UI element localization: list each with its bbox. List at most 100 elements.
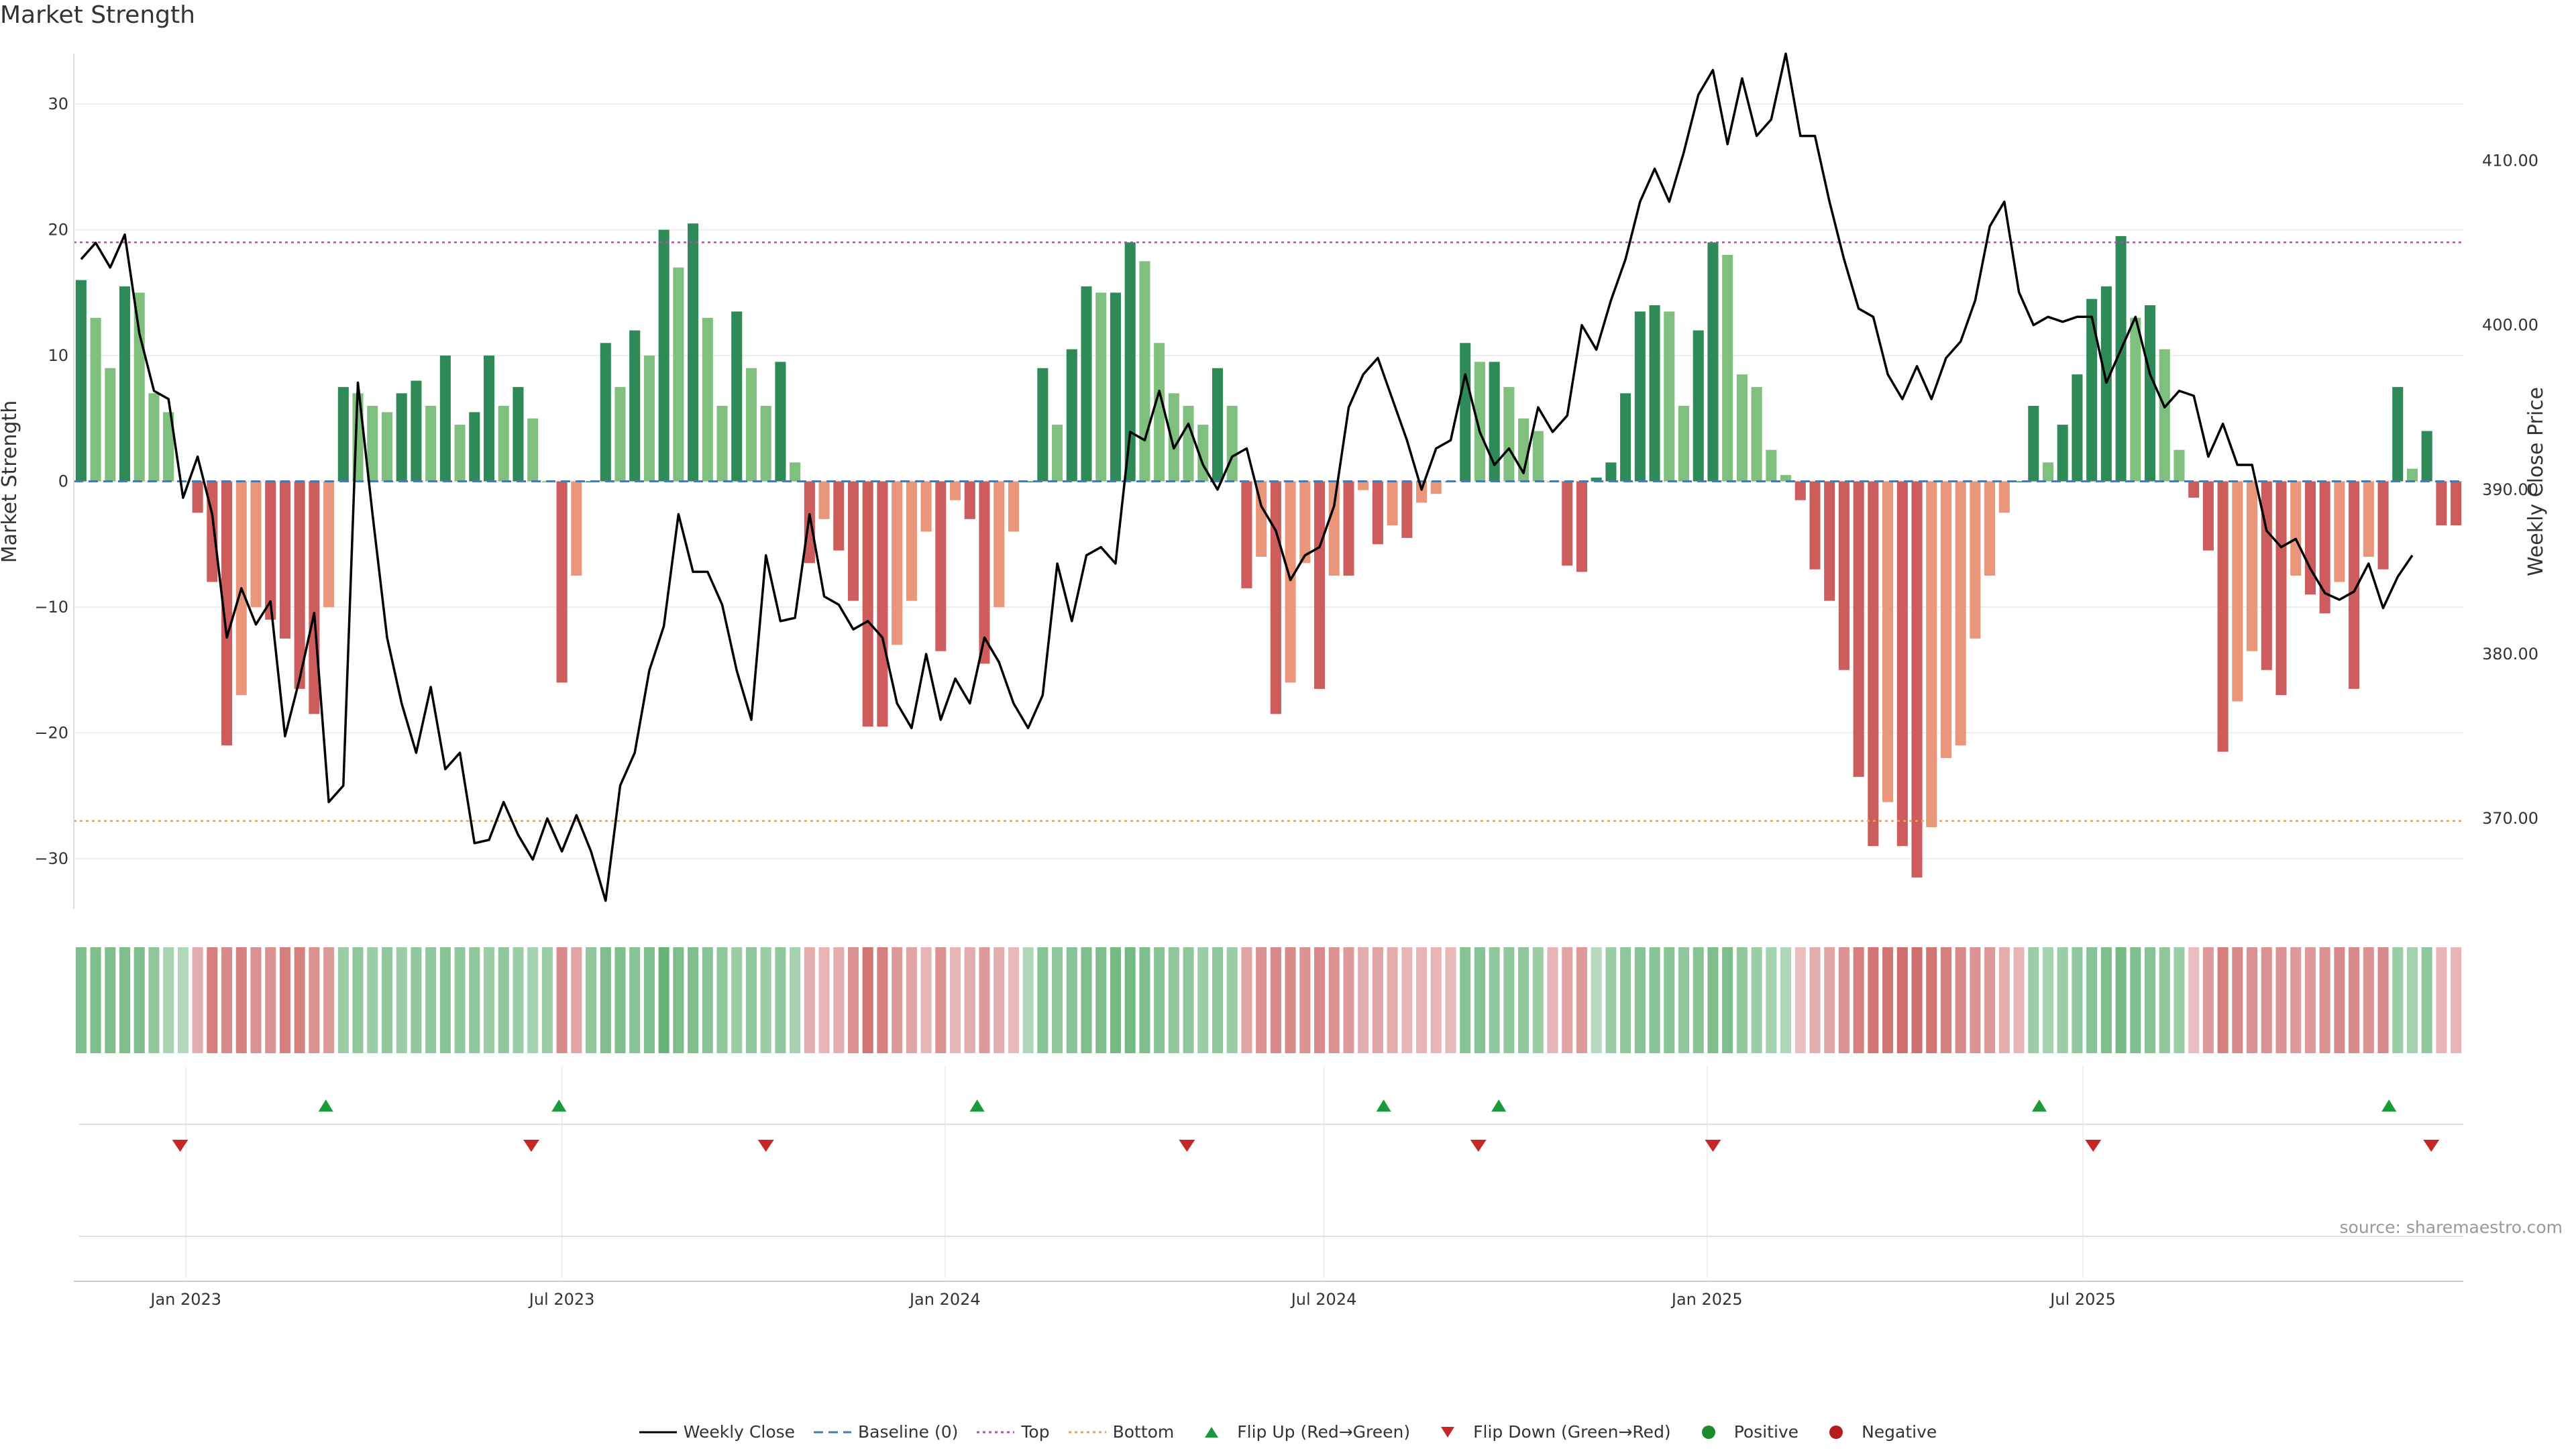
strength-bar (658, 229, 669, 482)
strength-bar (1066, 349, 1077, 482)
strength-bar (1955, 481, 1966, 746)
y2-tick-label: 370.00 (2482, 809, 2538, 828)
strength-bar (571, 481, 582, 576)
heat-strip-cell (1168, 947, 1179, 1053)
heat-strip-cell (2304, 947, 2316, 1053)
heat-strip-cell (1008, 947, 1019, 1053)
heat-strip-cell (1868, 947, 1879, 1053)
heat-strip-cell (1911, 947, 1923, 1053)
heat-strip-cell (702, 947, 713, 1053)
strength-bar (1183, 406, 1194, 482)
legend-item: Weekly Close (639, 1422, 795, 1442)
strength-bar (964, 481, 975, 519)
heat-strip-cell (1358, 947, 1369, 1053)
heat-strip-cell (2451, 947, 2462, 1053)
heat-strip-cell (1401, 947, 1413, 1053)
strength-bar (629, 330, 641, 482)
strength-bar (614, 386, 626, 482)
strength-bar (892, 481, 903, 645)
strength-bar (1766, 449, 1777, 482)
strength-bar (979, 481, 990, 664)
strength-bar (454, 425, 466, 482)
heat-strip-cell (1766, 947, 1777, 1053)
heat-strip-cell (2130, 947, 2141, 1053)
heat-strip-cell (790, 947, 801, 1053)
strength-bar (294, 481, 305, 689)
strength-bar (1022, 481, 1034, 482)
strength-bar (818, 481, 830, 519)
strength-bar (425, 406, 437, 482)
strength-bar (337, 386, 349, 482)
x-tick-label: Jan 2023 (149, 1290, 221, 1309)
x-tick-label: Jan 2024 (908, 1290, 981, 1309)
heat-strip-cell (892, 947, 903, 1053)
strength-bar (2392, 386, 2404, 482)
heat-strip-cell (192, 947, 203, 1053)
legend-swatch (1701, 1425, 1715, 1439)
heat-strip-cell (2363, 947, 2374, 1053)
heat-strip-cell (2406, 947, 2418, 1053)
heat-strip-cell (2100, 947, 2112, 1053)
heat-strip-cell (148, 947, 160, 1053)
strength-bar (1838, 481, 1849, 670)
heat-strip-cell (1037, 947, 1049, 1053)
heat-strip-cell (250, 947, 262, 1053)
strength-bar (75, 280, 87, 482)
strength-bar (1037, 368, 1049, 482)
y2-tick-label: 410.00 (2482, 151, 2538, 170)
heat-strip-cell (1052, 947, 1063, 1053)
flip-up-marker (969, 1099, 985, 1112)
strength-bar (673, 267, 684, 482)
y-tick-label: 20 (48, 221, 68, 239)
strength-bar (1110, 292, 1121, 482)
strength-bar (90, 317, 101, 482)
heat-strip-cell (1241, 947, 1252, 1053)
heat-strip-cell (906, 947, 917, 1053)
strength-bar (2290, 481, 2302, 576)
strength-bar (513, 386, 524, 482)
heat-strip-cell (294, 947, 305, 1053)
heat-strip-cell (1532, 947, 1544, 1053)
heat-strip-cell (425, 947, 437, 1053)
strength-bar (1984, 481, 1996, 576)
strength-bar (1372, 481, 1383, 545)
strength-bar (411, 380, 422, 482)
strength-bar (1299, 481, 1311, 564)
heat-strip-cell (1095, 947, 1107, 1053)
x-tick-label: Jul 2025 (2049, 1290, 2116, 1309)
strength-bar (498, 406, 509, 482)
strength-bar (2334, 481, 2345, 582)
heat-strip-cell (2072, 947, 2083, 1053)
strength-bar (2028, 406, 2039, 482)
heat-strip-cell (1896, 947, 1908, 1053)
heat-strip-cell (75, 947, 87, 1053)
strength-bar (775, 362, 786, 482)
strength-bar (1343, 481, 1354, 576)
heat-strip-cell (1649, 947, 1660, 1053)
strength-bar (1853, 481, 1864, 777)
strength-bar (1532, 431, 1544, 482)
heat-strip-cell (337, 947, 349, 1053)
flip-down-marker (1179, 1140, 1195, 1152)
heat-strip-cell (1955, 947, 1966, 1053)
heat-strip-cell (1882, 947, 1894, 1053)
heat-strip-cell (2436, 947, 2447, 1053)
y-tick-label: −10 (34, 598, 68, 616)
strength-bar (1489, 362, 1500, 482)
heat-strip-cell (688, 947, 699, 1053)
heat-strip-cell (323, 947, 335, 1053)
heat-strip-cell (1707, 947, 1719, 1053)
flip-down-marker (2085, 1140, 2102, 1152)
heat-strip-cell (1780, 947, 1792, 1053)
strength-bar (2319, 481, 2330, 614)
legend-item: Positive (1690, 1422, 1799, 1442)
strength-bars (75, 223, 2462, 878)
heat-strip-cell (1270, 947, 1281, 1053)
heat-strip-cell (1212, 947, 1224, 1053)
heat-strip-cell (309, 947, 320, 1053)
flip-up-marker (318, 1099, 333, 1112)
strength-bar (1313, 481, 1326, 689)
heat-strip-cell (2057, 947, 2068, 1053)
x-tick-label: Jan 2025 (1670, 1290, 1743, 1309)
heat-strip-cell (2275, 947, 2287, 1053)
